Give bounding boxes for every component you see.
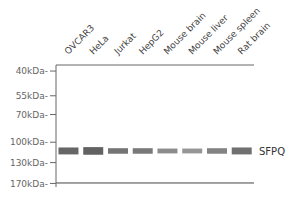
- svg-text:SFPQ: SFPQ: [259, 146, 285, 157]
- svg-text:Mouse liver: Mouse liver: [186, 12, 231, 57]
- svg-text:HepG2: HepG2: [137, 28, 166, 57]
- svg-text:OVCAR3: OVCAR3: [62, 22, 97, 57]
- svg-text:130kDa-: 130kDa-: [10, 158, 48, 168]
- svg-text:Mouse brain: Mouse brain: [162, 10, 208, 56]
- svg-text:Rat brain: Rat brain: [236, 20, 272, 56]
- svg-text:100kDa-: 100kDa-: [10, 137, 48, 147]
- svg-text:HeLa: HeLa: [87, 33, 110, 56]
- svg-text:Jurkat: Jurkat: [112, 31, 139, 58]
- svg-text:170kDa-: 170kDa-: [10, 179, 48, 189]
- svg-text:70kDa-: 70kDa-: [16, 110, 48, 120]
- svg-text:40kDa-: 40kDa-: [16, 66, 48, 76]
- svg-text:55kDa-: 55kDa-: [16, 91, 48, 101]
